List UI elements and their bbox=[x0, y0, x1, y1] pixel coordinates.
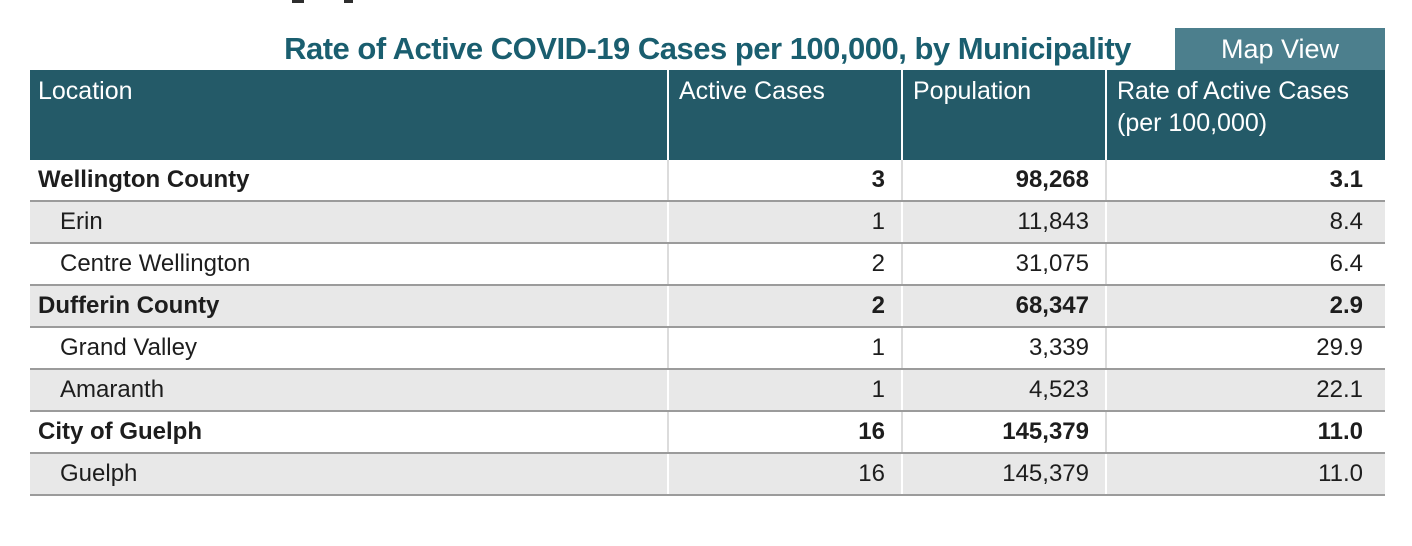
page-title: Rate of Active COVID-19 Cases per 100,00… bbox=[284, 31, 1131, 66]
location-cell: Dufferin County bbox=[38, 292, 220, 319]
population-cell: 98,268 bbox=[901, 160, 1105, 200]
column-header-population[interactable]: Population bbox=[901, 70, 1105, 160]
table-row-erin[interactable]: Erin 1 11,843 8.4 bbox=[30, 202, 1385, 244]
rate-cell: 6.4 bbox=[1105, 244, 1385, 284]
column-header-active-cases[interactable]: Active Cases bbox=[667, 70, 901, 160]
table-row-city-of-guelph[interactable]: City of Guelph 16 145,379 11.0 bbox=[30, 412, 1385, 454]
active-cases-cell: 1 bbox=[667, 370, 901, 410]
table-row-guelph[interactable]: Guelph 16 145,379 11.0 bbox=[30, 454, 1385, 496]
population-cell: 11,843 bbox=[901, 202, 1105, 242]
cropped-text-artifact bbox=[292, 0, 304, 3]
location-cell: Guelph bbox=[60, 460, 138, 487]
table-header-row: Location Active Cases Population Rate of… bbox=[30, 70, 1385, 160]
covid-rate-table: Location Active Cases Population Rate of… bbox=[30, 70, 1385, 496]
table-row-amaranth[interactable]: Amaranth 1 4,523 22.1 bbox=[30, 370, 1385, 412]
rate-cell: 29.9 bbox=[1105, 328, 1385, 368]
location-cell: Grand Valley bbox=[60, 334, 197, 361]
active-cases-cell: 1 bbox=[667, 202, 901, 242]
population-cell: 68,347 bbox=[901, 286, 1105, 326]
population-cell: 3,339 bbox=[901, 328, 1105, 368]
location-cell: City of Guelph bbox=[38, 418, 202, 445]
population-cell: 145,379 bbox=[901, 454, 1105, 494]
location-cell: Erin bbox=[60, 208, 103, 235]
cropped-text-artifact bbox=[344, 0, 353, 3]
rate-cell: 2.9 bbox=[1105, 286, 1385, 326]
rate-cell: 11.0 bbox=[1105, 412, 1385, 452]
rate-cell: 8.4 bbox=[1105, 202, 1385, 242]
active-cases-cell: 1 bbox=[667, 328, 901, 368]
active-cases-cell: 16 bbox=[667, 412, 901, 452]
rate-cell: 11.0 bbox=[1105, 454, 1385, 494]
active-cases-cell: 2 bbox=[667, 286, 901, 326]
active-cases-cell: 3 bbox=[667, 160, 901, 200]
population-cell: 145,379 bbox=[901, 412, 1105, 452]
rate-cell: 3.1 bbox=[1105, 160, 1385, 200]
table-row-dufferin-county[interactable]: Dufferin County 2 68,347 2.9 bbox=[30, 286, 1385, 328]
population-cell: 31,075 bbox=[901, 244, 1105, 284]
active-cases-cell: 16 bbox=[667, 454, 901, 494]
population-cell: 4,523 bbox=[901, 370, 1105, 410]
column-header-location[interactable]: Location bbox=[38, 77, 133, 105]
table-row-wellington-county[interactable]: Wellington County 3 98,268 3.1 bbox=[30, 160, 1385, 202]
table-row-grand-valley[interactable]: Grand Valley 1 3,339 29.9 bbox=[30, 328, 1385, 370]
map-view-button[interactable]: Map View bbox=[1175, 28, 1385, 70]
location-cell: Centre Wellington bbox=[60, 250, 251, 277]
location-cell: Amaranth bbox=[60, 376, 165, 403]
active-cases-cell: 2 bbox=[667, 244, 901, 284]
rate-cell: 22.1 bbox=[1105, 370, 1385, 410]
column-header-rate[interactable]: Rate of Active Cases (per 100,000) bbox=[1105, 70, 1385, 160]
table-row-centre-wellington[interactable]: Centre Wellington 2 31,075 6.4 bbox=[30, 244, 1385, 286]
location-cell: Wellington County bbox=[38, 166, 250, 193]
